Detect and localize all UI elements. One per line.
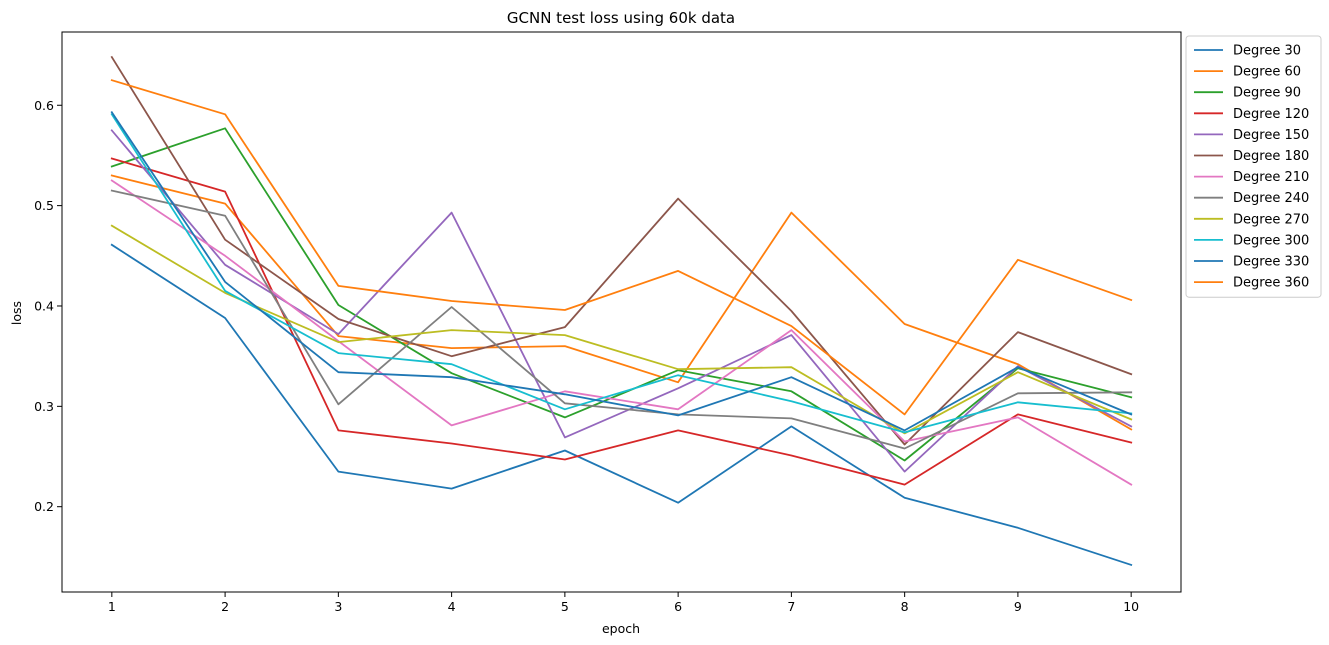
- series-line-7: [110, 179, 1133, 486]
- plot-frame: [61, 31, 1182, 593]
- legend-label: Degree 300: [1233, 233, 1309, 248]
- legend-label: Degree 150: [1233, 128, 1309, 143]
- x-tick-label: 1: [108, 599, 116, 614]
- x-tick-label: 6: [674, 599, 682, 614]
- series-line-4: [110, 157, 1133, 486]
- y-tick-label: 0.4: [34, 298, 54, 313]
- series-line-5: [110, 129, 1133, 473]
- legend-box: [1185, 35, 1322, 298]
- series-line-3: [110, 127, 1133, 462]
- x-axis-label: epoch: [602, 621, 640, 636]
- legend-label: Degree 60: [1233, 65, 1301, 80]
- y-tick-label: 0.5: [34, 198, 54, 213]
- series-line-1: [110, 243, 1133, 567]
- x-tick-label: 8: [901, 599, 909, 614]
- x-tick-label: 2: [221, 599, 229, 614]
- series-line-9: [110, 224, 1133, 435]
- series-line-2: [110, 174, 1133, 431]
- legend-label: Degree 270: [1233, 212, 1309, 227]
- x-tick-label: 9: [1014, 599, 1022, 614]
- series-line-11: [110, 111, 1133, 432]
- x-tick-label: 7: [787, 599, 795, 614]
- x-tick-label: 5: [561, 599, 569, 614]
- legend-label: Degree 360: [1233, 276, 1309, 291]
- legend: Degree 30 Degree 60 Degree 90 Degree 120 Deg…: [1185, 35, 1322, 298]
- series-line-12: [110, 79, 1133, 416]
- legend-label: Degree 120: [1233, 107, 1309, 122]
- y-tick-label: 0.3: [34, 399, 54, 414]
- series-line-6: [110, 55, 1133, 446]
- x-tick-label: 4: [448, 599, 456, 614]
- legend-label: Degree 30: [1233, 44, 1301, 59]
- series-line-8: [110, 189, 1133, 450]
- plot-area: 1 2 3 4 5 6 7 8 9 10 0.2 0.3 0.4 0.5 0.6: [34, 31, 1182, 614]
- legend-label: Degree 90: [1233, 86, 1301, 101]
- legend-label: Degree 240: [1233, 191, 1309, 206]
- x-tick-label: 10: [1123, 599, 1139, 614]
- y-axis-label: loss: [9, 301, 24, 325]
- chart-title: GCNN test loss using 60k data: [507, 9, 735, 27]
- y-tick-label: 0.6: [34, 98, 54, 113]
- series-line-10: [110, 113, 1133, 434]
- legend-label: Degree 330: [1233, 255, 1309, 270]
- legend-label: Degree 210: [1233, 170, 1309, 185]
- legend-label: Degree 180: [1233, 149, 1309, 164]
- y-tick-label: 0.2: [34, 499, 54, 514]
- x-tick-label: 3: [334, 599, 342, 614]
